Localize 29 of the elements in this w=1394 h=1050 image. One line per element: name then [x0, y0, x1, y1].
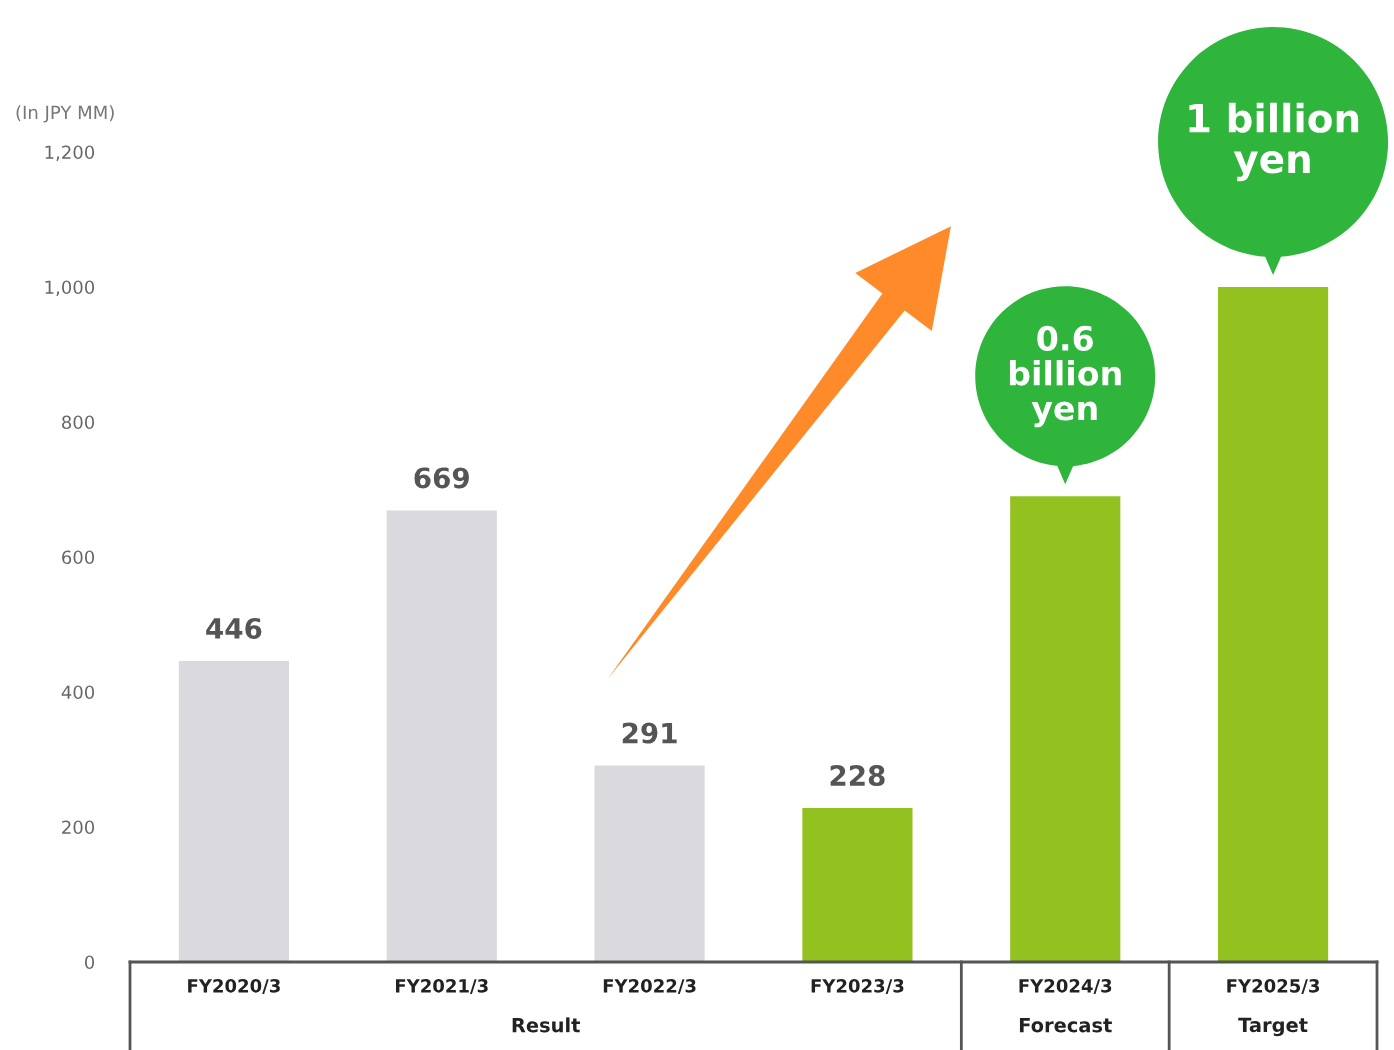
annotation: 0.6 billion yen — [1009, 325, 1121, 428]
x-tick-label: FY2022/3 — [603, 978, 696, 995]
bar — [1218, 287, 1329, 962]
y-tick-label: 0 — [84, 955, 95, 970]
data-label: 446 — [206, 617, 262, 639]
y-tick-label: 600 — [62, 550, 95, 565]
bar — [386, 510, 497, 962]
y-tick-label: 1,000 — [45, 280, 95, 296]
y-tick-label: 800 — [62, 415, 95, 430]
y-axis-title: (In JPY MM) — [16, 105, 114, 123]
data-label: 669 — [414, 467, 469, 489]
y-tick-label: 400 — [61, 685, 95, 700]
text: Target — [1238, 1017, 1308, 1037]
x-tick-label: FY2021/3 — [396, 978, 488, 995]
bar — [594, 765, 705, 962]
x-tick-label: FY2025/3 — [1227, 978, 1320, 995]
y-tick-label: 1,200 — [45, 145, 95, 161]
y-tick-label: 200 — [62, 820, 95, 835]
data-label: 291 — [622, 722, 677, 744]
bar — [178, 660, 289, 962]
x-tick-label: FY2023/3 — [811, 978, 904, 995]
bar — [802, 808, 913, 962]
bar — [1010, 496, 1121, 962]
text: Forecast — [1019, 1017, 1112, 1033]
x-tick-label: FY2020/3 — [188, 978, 280, 995]
annotation: 1 billion yen — [1189, 102, 1359, 182]
text: Result — [512, 1017, 580, 1033]
x-tick-label: FY2024/3 — [1019, 978, 1112, 995]
data-label: 228 — [830, 765, 885, 787]
